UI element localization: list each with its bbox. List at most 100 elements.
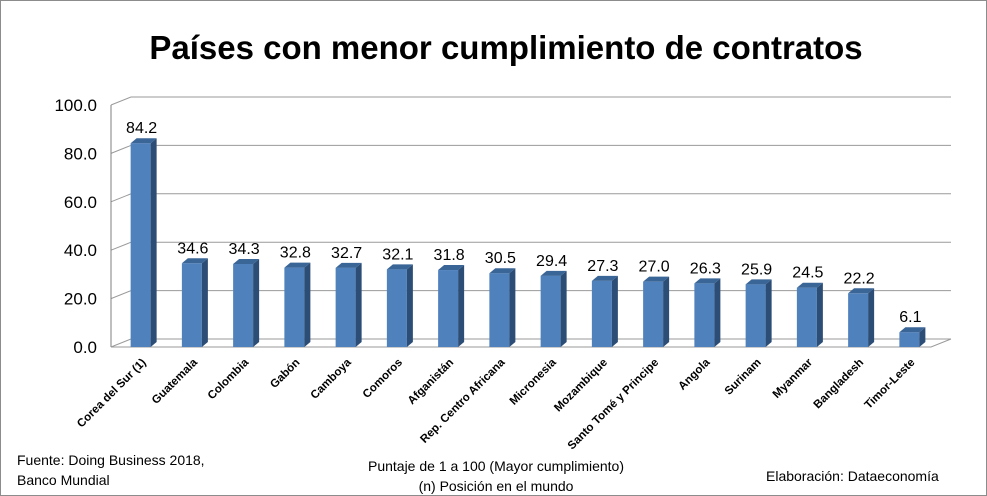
- x-tick-label: Surinam: [723, 357, 764, 398]
- bar-top: [540, 270, 567, 276]
- x-tick-label: Guatemala: [150, 356, 200, 406]
- x-tick-label: Afganistán: [406, 357, 457, 408]
- scale-note: Puntaje de 1 a 100 (Mayor cumplimiento) …: [301, 456, 691, 496]
- gridline: [110, 96, 951, 106]
- data-label: 24.5: [792, 265, 823, 282]
- source-note: Fuente: Doing Business 2018, Banco Mundi…: [17, 450, 205, 490]
- gridline: [110, 193, 951, 203]
- data-label: 29.4: [536, 253, 567, 270]
- x-tick-label: Colombia: [206, 356, 252, 402]
- bar-top: [899, 327, 926, 333]
- bar-top: [386, 264, 413, 270]
- bar-top: [848, 288, 875, 294]
- bar-side: [611, 275, 618, 347]
- source-line-2: Banco Mundial: [17, 472, 110, 488]
- data-label: 32.8: [280, 245, 311, 262]
- bar: [694, 278, 721, 347]
- bar-side: [406, 264, 413, 347]
- bar-side: [560, 270, 567, 347]
- bar-front: [694, 283, 715, 347]
- axis-layer: 0.0 20.0 40.0 60.0 80.0 100.0: [54, 96, 952, 357]
- bar-side: [355, 262, 362, 347]
- bar-top: [233, 258, 260, 264]
- bar-top: [130, 138, 157, 144]
- x-tick-label: Rep. Centro Africana: [418, 356, 507, 445]
- bar-top: [694, 278, 721, 284]
- y-tick-label: 40.0: [64, 241, 97, 260]
- bar-side: [509, 268, 516, 347]
- bar-side: [816, 282, 823, 347]
- bar-top: [438, 265, 465, 271]
- data-label: 6.1: [899, 309, 921, 326]
- data-label: 84.2: [126, 120, 157, 137]
- bar: [335, 262, 362, 347]
- bar-top: [489, 268, 516, 274]
- credit-note: Elaboración: Dataeconomía: [766, 468, 939, 484]
- bar-front: [438, 270, 459, 347]
- x-tick-label: Gabón: [268, 357, 302, 391]
- bar-top: [181, 258, 208, 264]
- bar-front: [130, 143, 151, 347]
- bar: [233, 258, 260, 347]
- bar-top: [335, 262, 362, 268]
- data-label: 31.8: [434, 247, 465, 264]
- x-tick-label: Timor-Leste: [863, 357, 918, 412]
- bar-top: [796, 282, 823, 288]
- bar-front: [284, 267, 305, 347]
- bar-layer: [130, 138, 926, 347]
- bar-side: [919, 327, 926, 347]
- gridline: [110, 144, 951, 154]
- bar-front: [489, 273, 510, 347]
- bar-side: [304, 262, 311, 347]
- bar-front: [233, 263, 254, 347]
- bar: [899, 327, 926, 347]
- chart-title: Países con menor cumplimiento de contrat…: [149, 29, 862, 66]
- bar: [796, 282, 823, 347]
- bar-top: [591, 275, 618, 281]
- bar-top: [284, 262, 311, 268]
- data-label: 26.3: [690, 260, 721, 277]
- bar-side: [150, 138, 157, 347]
- data-label: 22.2: [844, 270, 875, 287]
- bar-side: [201, 258, 208, 347]
- x-tick-label: Bangladesh: [812, 357, 867, 412]
- rank-note-line: (n) Posición en el mundo: [418, 478, 574, 494]
- data-label: 25.9: [741, 261, 772, 278]
- bar-front: [540, 275, 561, 347]
- bar-side: [765, 279, 772, 347]
- bar: [284, 262, 311, 347]
- y-tick-label: 0.0: [73, 338, 97, 357]
- bar: [745, 279, 772, 347]
- bar: [130, 138, 157, 347]
- bar-front: [181, 263, 202, 347]
- bar-top: [745, 279, 772, 285]
- bar: [386, 264, 413, 347]
- x-tick-label: Mozambique: [552, 357, 610, 415]
- bar: [438, 265, 465, 347]
- y-tick-label: 80.0: [64, 144, 97, 163]
- bar: [848, 288, 875, 347]
- bar: [540, 270, 567, 347]
- bar-side: [663, 276, 670, 347]
- x-tick-label: Comoros: [361, 357, 405, 401]
- bar-front: [386, 269, 407, 347]
- y-tick-label: 60.0: [64, 193, 97, 212]
- bar-front: [643, 281, 664, 347]
- x-tick-label: Micronesia: [508, 356, 559, 407]
- y-tick-label: 100.0: [54, 96, 97, 115]
- data-label: 32.1: [382, 246, 413, 263]
- bar-front: [745, 284, 766, 347]
- bar-front: [591, 280, 612, 347]
- x-tick-label: Myanmar: [771, 356, 816, 401]
- bar: [591, 275, 618, 347]
- source-line-1: Fuente: Doing Business 2018,: [17, 452, 205, 468]
- bar-side: [458, 265, 465, 347]
- bar-front: [796, 287, 817, 347]
- bar: [643, 276, 670, 347]
- bar-top: [643, 276, 670, 282]
- data-label: 32.7: [331, 245, 362, 262]
- bar-side: [253, 258, 260, 347]
- x-tick-label: Corea del Sur (1): [75, 357, 149, 431]
